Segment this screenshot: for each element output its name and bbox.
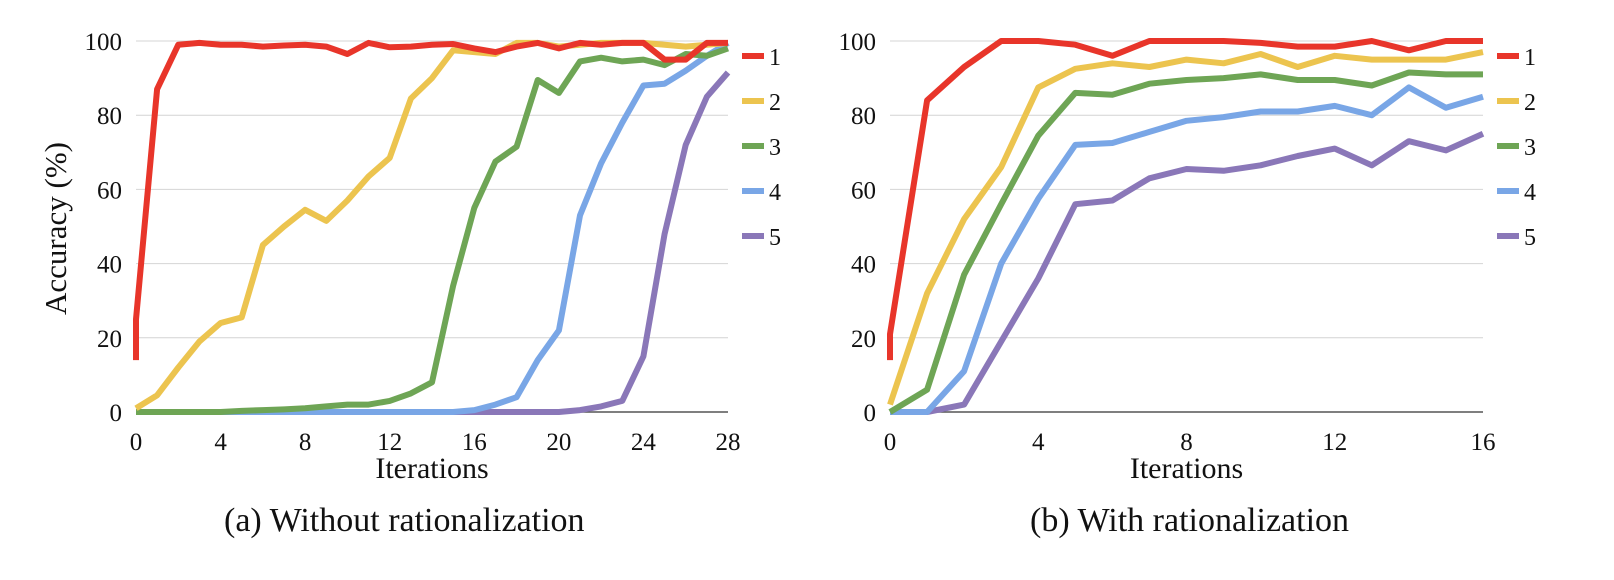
chart-a-legend-label-2: 2 bbox=[769, 90, 781, 116]
chart-b-y-tick-label: 100 bbox=[839, 29, 877, 56]
chart-a-x-tick-label: 28 bbox=[716, 429, 741, 456]
chart-a-legend-label-1: 1 bbox=[769, 45, 781, 71]
chart-a-caption: (a) Without rationalization bbox=[224, 502, 585, 539]
chart-b-series-4-line bbox=[890, 84, 1484, 415]
chart-b-y-tick-label: 20 bbox=[851, 326, 876, 353]
chart-panel-a: 0 20 40 60 80 100 0 4 8 12 16 20 24 28 Iterations Accur… bbox=[38, 29, 781, 539]
chart-b-x-tick-label: 12 bbox=[1322, 429, 1347, 456]
chart-a-series-3-line bbox=[136, 45, 729, 415]
chart-b-x-tick-label: 8 bbox=[1180, 429, 1193, 456]
chart-a-legend-label-5: 5 bbox=[769, 225, 781, 251]
chart-a-x-tick-label: 0 bbox=[130, 429, 143, 456]
chart-a-y-tick-label: 80 bbox=[97, 103, 122, 130]
chart-b-legend-label-2: 2 bbox=[1524, 90, 1536, 116]
chart-a-x-tick-label: 12 bbox=[377, 429, 402, 456]
chart-a-y-axis-label: Accuracy (%) bbox=[38, 142, 73, 315]
chart-a-series-1-line bbox=[133, 39, 728, 361]
chart-a-series-5-line bbox=[136, 70, 731, 415]
chart-b-x-axis-label: Iterations bbox=[1130, 452, 1243, 485]
chart-b-x-tick-label: 16 bbox=[1471, 429, 1496, 456]
chart-a-y-tick-label: 40 bbox=[97, 252, 122, 279]
chart-a-y-tick-label: 100 bbox=[85, 29, 123, 56]
chart-b-legend-label-1: 1 bbox=[1524, 45, 1536, 71]
chart-a-y-tick-label: 0 bbox=[110, 400, 123, 427]
chart-b-series-2-line bbox=[887, 49, 1484, 406]
chart-b-y-tick-label: 80 bbox=[851, 103, 876, 130]
chart-b-caption: (b) With rationalization bbox=[1030, 502, 1350, 539]
chart-b-x-tick-label: 0 bbox=[884, 429, 897, 456]
chart-b-legend-label-5: 5 bbox=[1524, 225, 1536, 251]
chart-b-y-tick-label: 0 bbox=[864, 400, 877, 427]
chart-a-legend-label-3: 3 bbox=[769, 135, 781, 161]
chart-b-x-tick-label: 4 bbox=[1032, 429, 1045, 456]
chart-a-x-tick-label: 4 bbox=[214, 429, 227, 456]
chart-b-series-1-line bbox=[887, 38, 1483, 361]
chart-a-y-tick-label: 20 bbox=[97, 326, 122, 353]
chart-a-x-tick-label: 24 bbox=[631, 429, 657, 456]
chart-b-series-5-line bbox=[890, 131, 1485, 415]
chart-a-y-tick-label: 60 bbox=[97, 177, 122, 204]
chart-a-legend-label-4: 4 bbox=[769, 180, 781, 206]
chart-b-y-tick-label: 40 bbox=[851, 252, 876, 279]
chart-b-y-tick-label: 60 bbox=[851, 177, 876, 204]
chart-a-x-tick-label: 20 bbox=[546, 429, 571, 456]
chart-panel-b: 0 20 40 60 80 100 0 4 8 12 16 Iterations 1 2 3 4 5 (b) W… bbox=[830, 0, 1614, 580]
chart-a-x-axis-label: Iterations bbox=[375, 452, 488, 485]
chart-b-legend-label-4: 4 bbox=[1524, 180, 1536, 206]
chart-b-legend-label-3: 3 bbox=[1524, 135, 1536, 161]
chart-a-series-4-line bbox=[136, 40, 730, 415]
chart-a-x-tick-label: 8 bbox=[299, 429, 312, 456]
chart-b-series-3-line bbox=[888, 69, 1483, 415]
chart-a-x-tick-label: 16 bbox=[462, 429, 487, 456]
